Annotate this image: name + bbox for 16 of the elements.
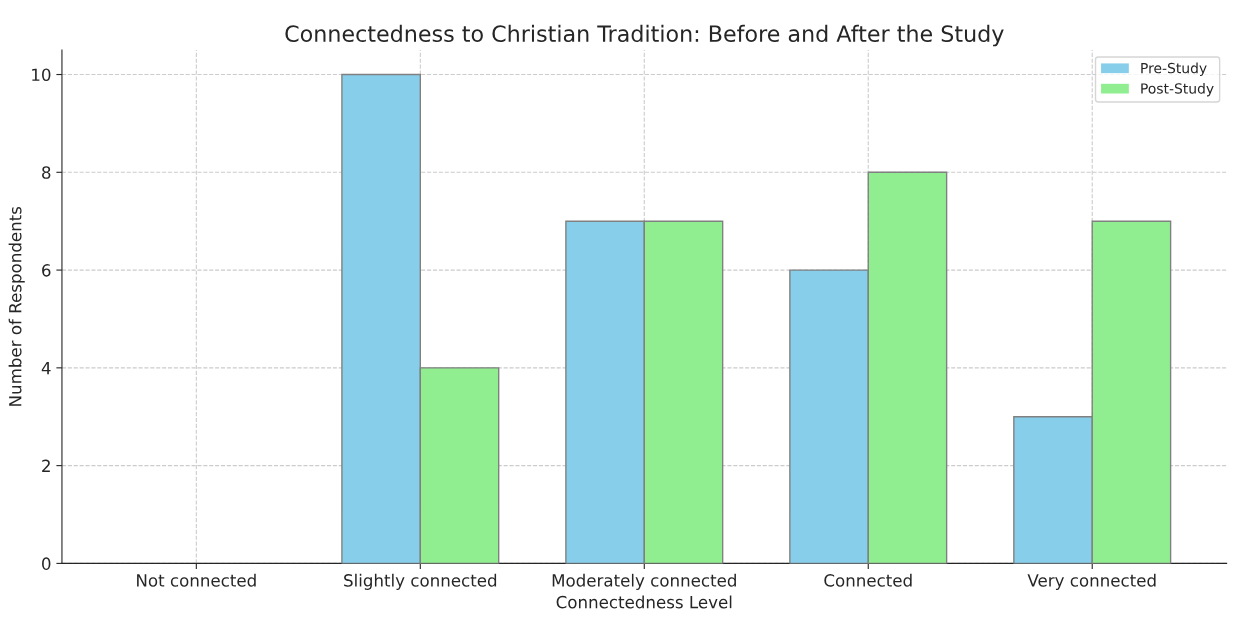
y-tick-label: 2 — [42, 459, 50, 472]
x-tick-label: Not connected — [137, 573, 256, 587]
x-axis-title: Connectedness Level — [556, 595, 732, 609]
x-tick-label: Very connected — [1027, 573, 1156, 590]
y-axis-title: Number of Respondents — [8, 206, 25, 406]
x-tick-label: Connected — [824, 573, 912, 587]
legend-label: Pre-Study — [1141, 62, 1207, 77]
y-tick-label: 4 — [41, 362, 51, 375]
x-tick-label: Moderately connected — [552, 573, 736, 590]
y-tick-label: 6 — [42, 264, 51, 277]
legend-label: Post-Study — [1141, 82, 1214, 97]
x-tick-label: Slightly connected — [344, 573, 497, 590]
chart-title: Connectedness to Christian Tradition: Before and After the Study — [285, 24, 1004, 47]
y-tick-label: 10 — [32, 68, 51, 82]
y-tick-label: 8 — [42, 166, 51, 179]
y-tick-label: 0 — [42, 557, 51, 570]
